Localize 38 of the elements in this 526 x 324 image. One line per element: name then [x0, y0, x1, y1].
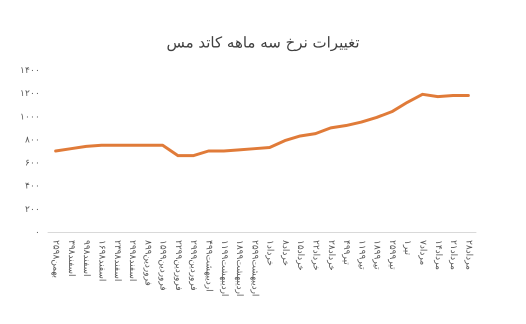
x-tick-label: ۱۸اردیبهشت۹۹ — [234, 240, 244, 296]
x-tick-label: ۱تیر — [402, 240, 412, 256]
x-tick-label: ۲۹فروردین۹۹ — [188, 240, 198, 291]
y-tick-label: ۱۰۰۰ — [20, 111, 40, 122]
x-tick-label: ۲۸مرداد — [463, 240, 474, 270]
x-tick-label: ۲۵بهمن۹۸ — [50, 240, 61, 278]
x-tick-label: ۲۵تیر۹۹ — [386, 240, 397, 270]
y-tick-label: ۴۰۰ — [25, 180, 40, 191]
x-tick-label: ۲۳اسفند۹۸ — [112, 240, 122, 282]
x-tick-label: ۱۶اسفند۹۸ — [96, 240, 106, 282]
x-tick-label: ۲۲خرداد — [310, 240, 320, 271]
x-tick-label: ۱۵فروردین۹۹ — [158, 240, 168, 291]
x-tick-label: ۲۲فروردین۹۹ — [172, 240, 183, 291]
x-tick-label: ۸خرداد — [280, 240, 290, 266]
x-tick-label: ۱خرداد — [264, 240, 275, 266]
x-tick-label: ۷مرداد — [418, 240, 428, 266]
y-tick-label: ۱۲۰۰ — [20, 88, 40, 98]
y-tick-label: ۱۴۰۰ — [20, 65, 40, 75]
y-tick-label: ۶۰۰ — [25, 158, 40, 168]
x-tick-label: ۱۸تیر۹۹ — [372, 240, 382, 270]
y-tick-label: ۸۰۰ — [25, 134, 40, 144]
x-tick-label: ۱۵خرداد — [295, 240, 306, 271]
x-tick-label: ۲۹اسفند۹۸ — [127, 240, 138, 282]
x-tick-label: ۴تیر۹۹ — [341, 240, 352, 266]
chart-title: تغییرات نرخ سه ماهه کاتد مس — [166, 34, 360, 52]
y-tick-label: ۲۰۰ — [25, 204, 40, 214]
x-tick-label: ۸فروردین۹۹ — [142, 240, 152, 286]
x-tick-label: ۴اردیبهشت۹۹ — [204, 240, 214, 292]
x-tick-label: ۲۵اردیبهشت۹۹ — [249, 240, 260, 296]
x-tick-label: ۹اسفند۹۸ — [81, 240, 92, 277]
x-tick-label: ۲۱مرداد — [448, 240, 458, 270]
line-series — [54, 92, 470, 158]
x-tick-label: ۱۴مرداد — [432, 240, 443, 270]
x-tick-label: ۳اسفند۹۸ — [66, 240, 76, 277]
x-tick-label: ۱۱تیر۹۹ — [356, 240, 366, 270]
x-tick-label: ۱۱اردیبهشت۹۹ — [218, 240, 229, 296]
x-tick-label: ۲۸خرداد — [326, 240, 336, 271]
y-tick-label: ۰ — [35, 227, 40, 237]
